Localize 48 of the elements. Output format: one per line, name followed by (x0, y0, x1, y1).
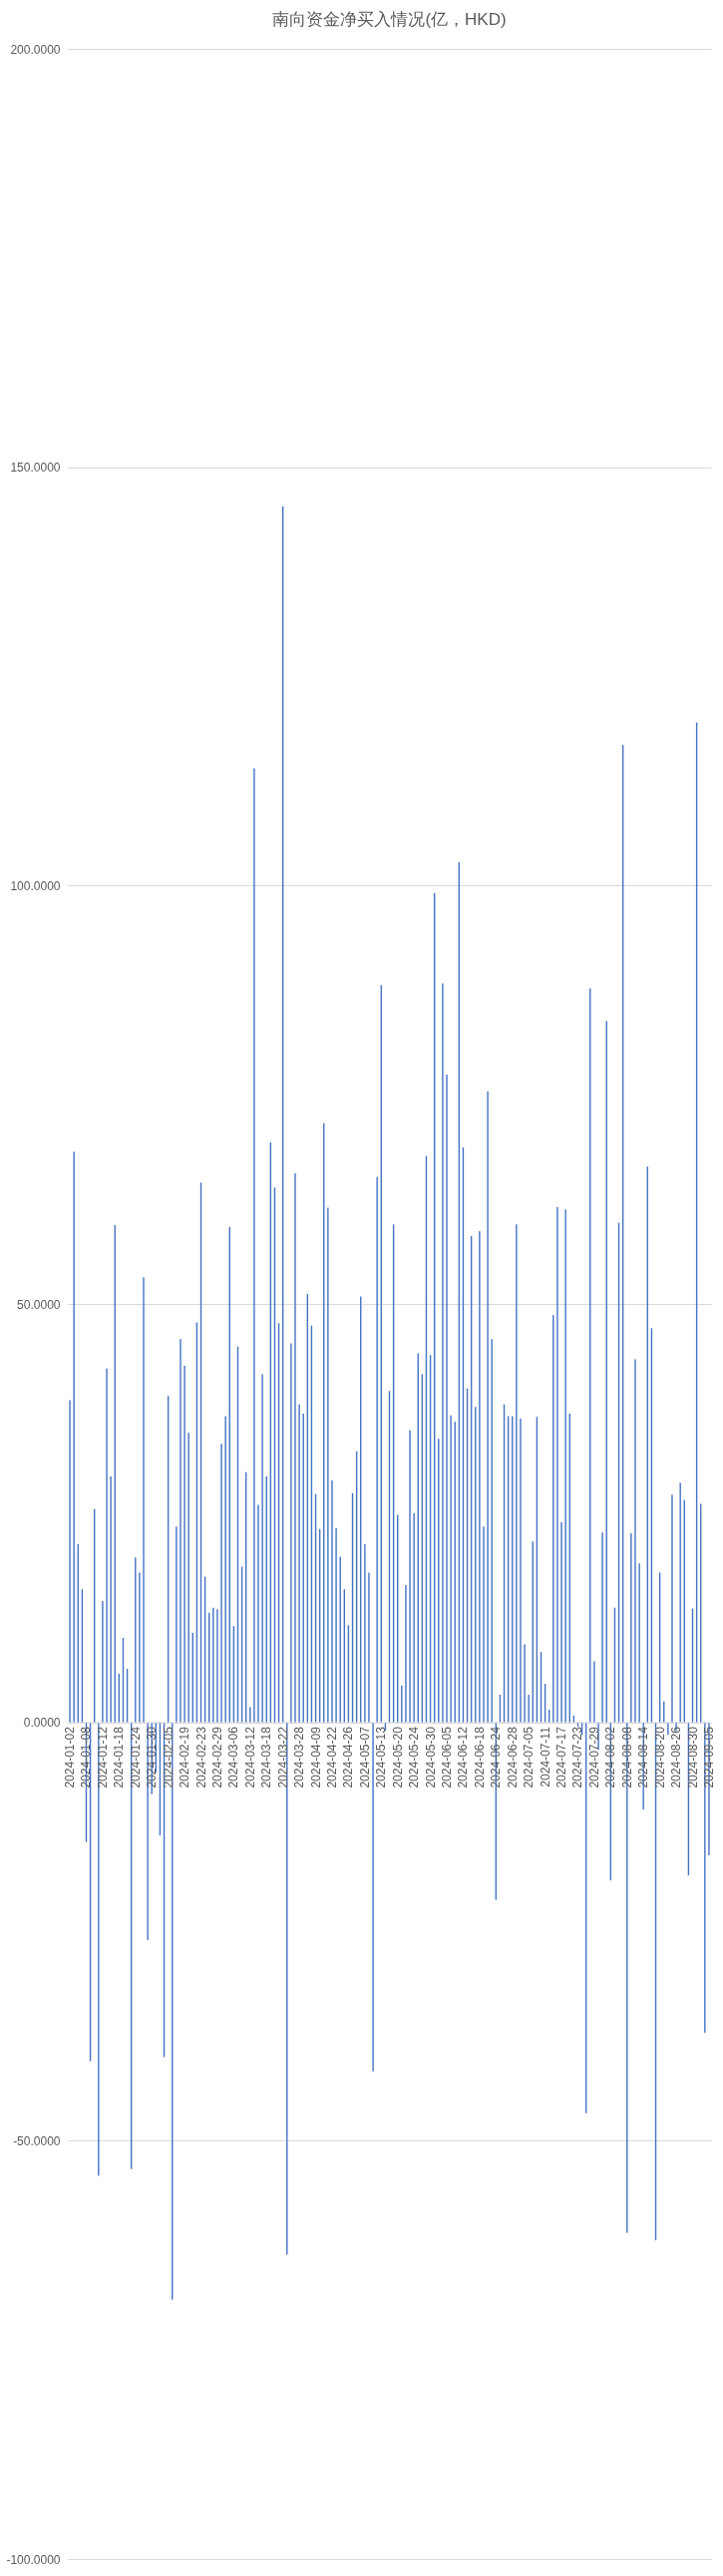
x-tick-label: 2024-01-08 (79, 1726, 94, 1788)
x-tick-label: 2024-01-12 (95, 1726, 110, 1788)
x-tick-label: 2024-08-14 (636, 1726, 651, 1788)
x-tick-label: 2024-03-12 (242, 1726, 257, 1788)
x-tick-label: 2024-05-30 (423, 1726, 438, 1788)
y-tick-label: 200.0000 (10, 42, 61, 57)
x-tick-label: 2024-03-18 (259, 1726, 274, 1788)
x-tick-label: 2024-06-05 (440, 1726, 455, 1788)
x-tick-label: 2024-02-23 (193, 1726, 208, 1788)
x-tick-label: 2024-08-26 (669, 1726, 684, 1788)
x-tick-label: 2024-07-05 (522, 1726, 537, 1788)
x-tick-label: 2024-08-02 (603, 1726, 618, 1788)
x-tick-label: 2024-02-05 (161, 1726, 176, 1788)
x-tick-label: 2024-03-06 (226, 1726, 241, 1788)
x-tick-label: 2024-01-18 (112, 1726, 127, 1788)
x-tick-label: 2024-07-11 (538, 1726, 552, 1787)
x-tick-label: 2024-03-22 (275, 1726, 290, 1788)
x-tick-label: 2024-06-24 (489, 1726, 504, 1788)
x-tick-label: 2024-08-30 (685, 1726, 700, 1788)
x-tick-label: 2024-05-07 (357, 1726, 372, 1788)
x-tick-label: 2024-02-29 (209, 1726, 224, 1788)
y-tick-label: 50.0000 (17, 1297, 61, 1312)
y-tick-label: 0.0000 (23, 1716, 61, 1731)
y-tick-label: -100.0000 (6, 2552, 61, 2567)
x-tick-label: 2024-01-24 (128, 1726, 143, 1788)
x-tick-label: 2024-08-08 (619, 1726, 634, 1788)
x-tick-label: 2024-09-05 (701, 1726, 716, 1788)
x-tick-label: 2024-03-28 (292, 1726, 307, 1788)
chart-title: 南向资金净买入情况(亿，HKD) (272, 10, 507, 29)
x-tick-label: 2024-02-19 (178, 1726, 192, 1788)
x-tick-label: 2024-06-28 (505, 1726, 520, 1788)
x-tick-label: 2024-07-29 (586, 1726, 601, 1788)
x-tick-label: 2024-05-24 (407, 1726, 422, 1788)
x-tick-label: 2024-05-20 (390, 1726, 405, 1788)
x-tick-label: 2024-07-23 (570, 1726, 585, 1788)
x-tick-label: 2024-04-26 (341, 1726, 356, 1788)
x-tick-label: 2024-06-18 (472, 1726, 487, 1788)
x-tick-label: 2024-04-22 (324, 1726, 339, 1788)
x-tick-label: 2024-06-12 (456, 1726, 471, 1788)
y-tick-label: 150.0000 (10, 461, 61, 476)
y-tick-label: 100.0000 (10, 878, 61, 893)
x-tick-label: 2024-05-13 (374, 1726, 389, 1788)
x-tick-label: 2024-01-30 (145, 1726, 160, 1788)
x-tick-label: 2024-01-02 (63, 1726, 78, 1788)
y-tick-label: -50.0000 (13, 2133, 61, 2148)
x-tick-label: 2024-04-09 (308, 1726, 323, 1788)
x-tick-label: 2024-08-20 (652, 1726, 667, 1788)
x-tick-label: 2024-07-17 (554, 1726, 569, 1788)
